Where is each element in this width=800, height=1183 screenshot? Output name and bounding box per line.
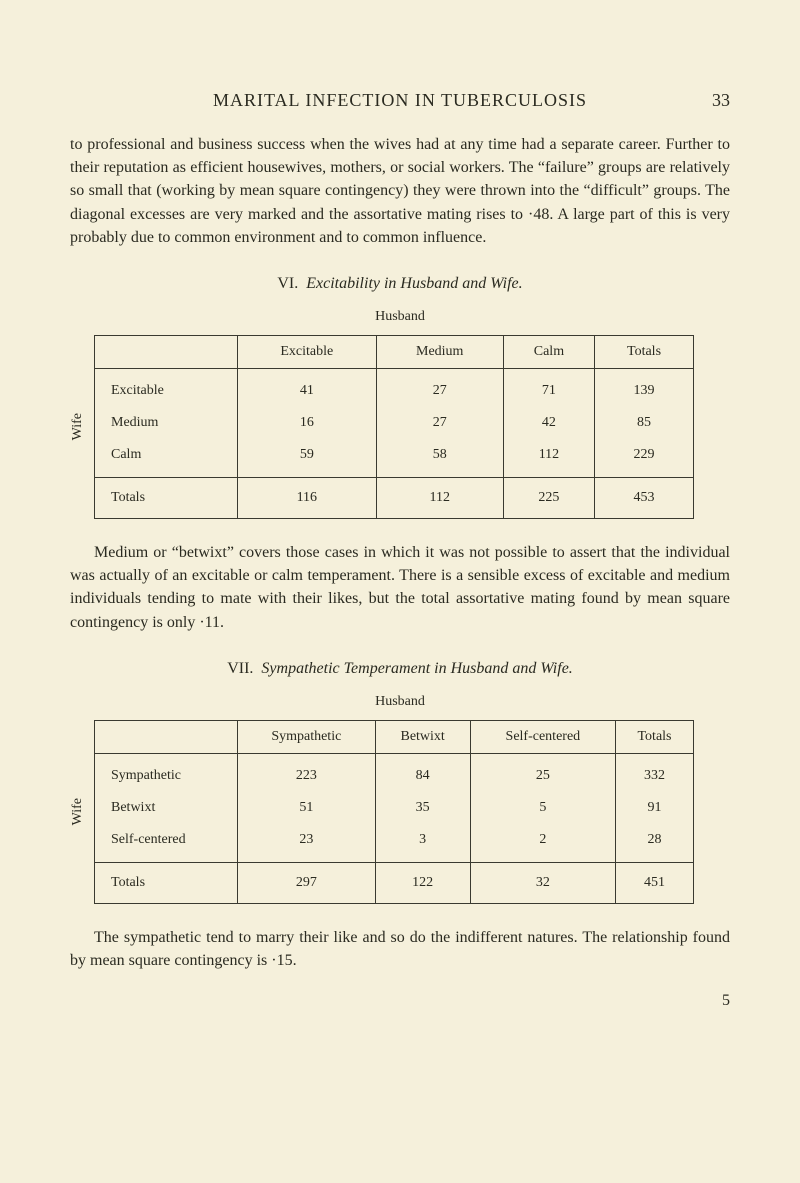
footer-page-number: 5: [70, 992, 730, 1010]
cell: 41: [238, 368, 377, 407]
cell: 42: [503, 407, 594, 439]
cell: 453: [595, 477, 694, 518]
cell: Betwixt: [95, 792, 238, 824]
col-h-4: Totals: [616, 720, 694, 753]
table-header-row: Excitable Medium Calm Totals: [95, 335, 694, 368]
table-row: Excitable 41 27 71 139: [95, 368, 694, 407]
table-row: Calm 59 58 112 229: [95, 439, 694, 478]
cell: 122: [375, 862, 470, 903]
page-header: MARITAL INFECTION IN TUBERCULOSIS 33: [70, 90, 730, 111]
table-6-wrap: Wife Excitable Medium Calm Totals Excita…: [70, 335, 730, 519]
col-h-1: Excitable: [238, 335, 377, 368]
table-row: Self-centered 23 3 2 28: [95, 824, 694, 863]
cell: 32: [470, 862, 615, 903]
cell: 112: [503, 439, 594, 478]
page-title: MARITAL INFECTION IN TUBERCULOSIS: [213, 90, 587, 110]
table-6: Excitable Medium Calm Totals Excitable 4…: [94, 335, 694, 519]
cell: 223: [238, 753, 376, 792]
cell: 27: [376, 368, 503, 407]
section-7-title: VII. Sympathetic Temperament in Husband …: [70, 660, 730, 678]
cell: 116: [238, 477, 377, 518]
cell: 112: [376, 477, 503, 518]
cell: 71: [503, 368, 594, 407]
table-row: Medium 16 27 42 85: [95, 407, 694, 439]
cell: 84: [375, 753, 470, 792]
cell: 3: [375, 824, 470, 863]
section-title-text: Excitability in Husband and Wife.: [306, 275, 522, 292]
cell: Medium: [95, 407, 238, 439]
cell: Excitable: [95, 368, 238, 407]
cell: 2: [470, 824, 615, 863]
cell: 16: [238, 407, 377, 439]
cell: Calm: [95, 439, 238, 478]
cell: 59: [238, 439, 377, 478]
col-h-2: Medium: [376, 335, 503, 368]
paragraph-2: Medium or “betwixt” covers those cases i…: [70, 541, 730, 634]
cell: 297: [238, 862, 376, 903]
cell: 27: [376, 407, 503, 439]
table-header-row: Sympathetic Betwixt Self-centered Totals: [95, 720, 694, 753]
cell: 35: [375, 792, 470, 824]
section-title-text: Sympathetic Temperament in Husband and W…: [261, 660, 572, 677]
cell: 451: [616, 862, 694, 903]
table-7-husband-label: Husband: [70, 694, 730, 710]
page: MARITAL INFECTION IN TUBERCULOSIS 33 to …: [0, 0, 800, 1060]
col-h-2: Betwixt: [375, 720, 470, 753]
cell: 139: [595, 368, 694, 407]
paragraph-1: to professional and business success whe…: [70, 133, 730, 249]
cell: 5: [470, 792, 615, 824]
cell: 58: [376, 439, 503, 478]
paragraph-3: The sympathetic tend to marry their like…: [70, 926, 730, 972]
cell: 25: [470, 753, 615, 792]
table-6-husband-label: Husband: [70, 309, 730, 325]
cell: 51: [238, 792, 376, 824]
section-roman: VI.: [277, 275, 298, 292]
section-roman: VII.: [227, 660, 253, 677]
cell: Self-centered: [95, 824, 238, 863]
cell: 225: [503, 477, 594, 518]
table-7-wrap: Wife Sympathetic Betwixt Self-centered T…: [70, 720, 730, 904]
table-totals-row: Totals 297 122 32 451: [95, 862, 694, 903]
col-h-0: [95, 335, 238, 368]
cell: 23: [238, 824, 376, 863]
table-7: Sympathetic Betwixt Self-centered Totals…: [94, 720, 694, 904]
cell: 85: [595, 407, 694, 439]
col-h-4: Totals: [595, 335, 694, 368]
cell: 332: [616, 753, 694, 792]
table-row: Sympathetic 223 84 25 332: [95, 753, 694, 792]
cell: 229: [595, 439, 694, 478]
table-6-wife-label: Wife: [70, 413, 86, 440]
col-h-3: Self-centered: [470, 720, 615, 753]
table-7-wife-label: Wife: [70, 798, 86, 825]
cell: Sympathetic: [95, 753, 238, 792]
page-number: 33: [712, 90, 730, 111]
section-6-title: VI. Excitability in Husband and Wife.: [70, 275, 730, 293]
cell: 91: [616, 792, 694, 824]
cell: Totals: [95, 477, 238, 518]
cell: 28: [616, 824, 694, 863]
cell: Totals: [95, 862, 238, 903]
col-h-1: Sympathetic: [238, 720, 376, 753]
table-row: Betwixt 51 35 5 91: [95, 792, 694, 824]
table-totals-row: Totals 116 112 225 453: [95, 477, 694, 518]
col-h-3: Calm: [503, 335, 594, 368]
col-h-0: [95, 720, 238, 753]
